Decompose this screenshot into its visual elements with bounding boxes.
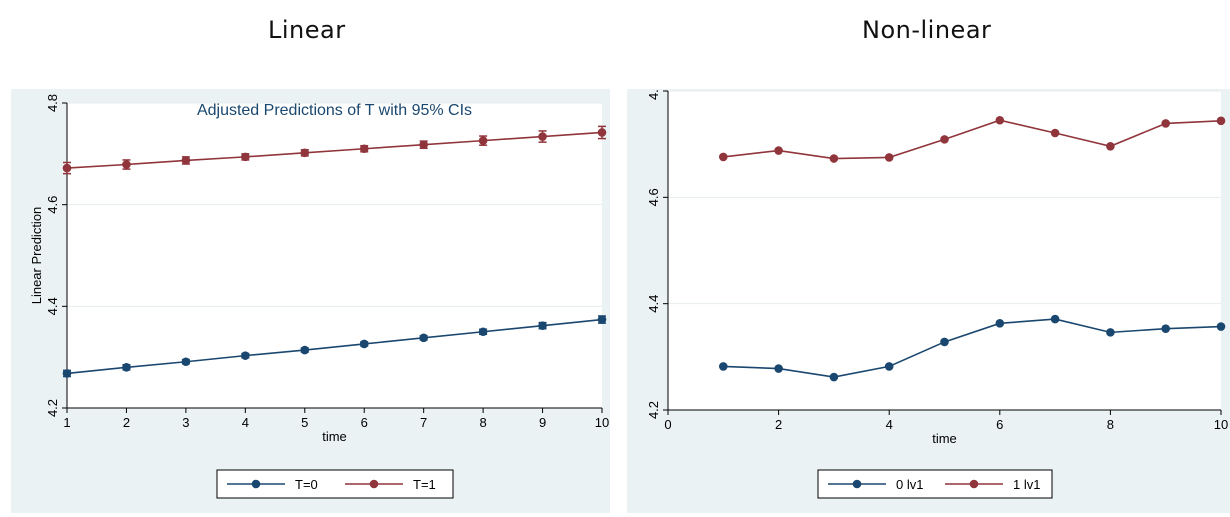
data-point bbox=[774, 364, 783, 373]
data-point bbox=[1161, 324, 1170, 333]
series-line bbox=[66, 318, 603, 375]
data-point bbox=[940, 135, 949, 144]
data-point bbox=[774, 146, 783, 155]
legend-label: 1 lv1 bbox=[1013, 477, 1040, 492]
data-point bbox=[241, 152, 250, 162]
legend-label: 0 lv1 bbox=[896, 477, 923, 492]
data-point bbox=[62, 163, 72, 173]
legend-label: T=1 bbox=[413, 477, 436, 492]
x-axis-label: time bbox=[322, 429, 347, 444]
x-tick-label: 6 bbox=[996, 417, 1003, 432]
data-point bbox=[359, 144, 369, 154]
data-point bbox=[829, 154, 839, 163]
chart-title: Adjusted Predictions of T with 95% CIs bbox=[197, 102, 472, 119]
nonlinear-chart: 4.2 4.4 4.6 4.8 0 2 4 6 8 10 time 0 lv1 1 lv1 bbox=[627, 82, 1230, 513]
data-point bbox=[419, 140, 428, 149]
x-tick-label: 2 bbox=[123, 415, 130, 430]
linear-chart: 4.2 4.4 4.6 4.8 1 2 3 4 5 6 7 8 9 10 time Linear Predic… bbox=[11, 89, 610, 513]
y-tick-label: 4.4 bbox=[45, 297, 60, 315]
x-tick-label: 4 bbox=[886, 417, 893, 432]
x-tick-label: 5 bbox=[301, 415, 308, 430]
x-tick-label: 6 bbox=[361, 415, 368, 430]
data-point bbox=[1106, 141, 1115, 151]
x-tick-label: 2 bbox=[775, 417, 782, 432]
y-axis-label: Linear Prediction bbox=[29, 207, 44, 305]
data-point bbox=[884, 153, 894, 162]
y-tick-label: 4.6 bbox=[45, 196, 60, 214]
y-tick-label: 4.6 bbox=[646, 188, 661, 206]
data-point bbox=[181, 357, 191, 367]
series-line bbox=[723, 119, 1222, 160]
panel-title-nonlinear: Non-linear bbox=[862, 16, 992, 44]
data-point bbox=[1161, 119, 1170, 128]
data-point bbox=[419, 333, 428, 343]
legend-label: T=0 bbox=[295, 477, 318, 492]
x-tick-label: 3 bbox=[182, 415, 189, 430]
data-point bbox=[181, 156, 191, 165]
x-tick-label: 8 bbox=[479, 415, 486, 430]
data-point bbox=[1106, 328, 1115, 337]
y-tick-label: 4.2 bbox=[45, 399, 60, 417]
data-point bbox=[995, 319, 1005, 328]
data-point bbox=[940, 337, 949, 347]
data-point bbox=[1216, 116, 1226, 126]
legend-marker bbox=[251, 479, 261, 489]
x-axis-label: time bbox=[932, 431, 957, 446]
series-line bbox=[723, 318, 1222, 378]
data-point bbox=[538, 132, 547, 141]
data-point bbox=[995, 115, 1005, 125]
data-point bbox=[1216, 322, 1226, 331]
data-point bbox=[62, 369, 72, 378]
y-tick-label: 4.2 bbox=[646, 401, 661, 419]
y-tick-label: 4.4 bbox=[646, 295, 661, 313]
data-point bbox=[597, 315, 607, 324]
data-point bbox=[1050, 128, 1060, 138]
data-point bbox=[884, 362, 894, 371]
data-point bbox=[300, 148, 310, 158]
data-point bbox=[1050, 314, 1060, 324]
legend-marker bbox=[969, 479, 979, 489]
x-tick-label: 1 bbox=[63, 415, 70, 430]
data-point bbox=[597, 128, 607, 137]
data-point bbox=[829, 372, 839, 382]
data-point bbox=[122, 160, 131, 169]
x-tick-label: 7 bbox=[420, 415, 427, 430]
legend-marker bbox=[369, 479, 379, 489]
data-point bbox=[300, 345, 310, 355]
linear-chart-svg: 4.2 4.4 4.6 4.8 1 2 3 4 5 6 7 8 9 10 time Linear Predic… bbox=[11, 89, 610, 513]
x-tick-label: 8 bbox=[1107, 417, 1114, 432]
data-point bbox=[478, 136, 488, 145]
y-tick-label: 4.8 bbox=[45, 94, 60, 112]
plot-area bbox=[668, 91, 1221, 410]
x-tick-label: 4 bbox=[242, 415, 249, 430]
data-point bbox=[719, 362, 728, 371]
plot-area bbox=[67, 103, 602, 408]
legend-marker bbox=[852, 479, 862, 489]
x-tick-label: 0 bbox=[664, 417, 671, 432]
data-point bbox=[478, 327, 488, 337]
data-point bbox=[122, 363, 131, 372]
x-tick-label: 9 bbox=[539, 415, 546, 430]
panel-title-linear: Linear bbox=[268, 16, 346, 44]
data-point bbox=[719, 152, 728, 162]
x-tick-label: 10 bbox=[595, 415, 609, 430]
data-point bbox=[241, 351, 250, 360]
y-tick-label: 4.8 bbox=[646, 89, 661, 100]
nonlinear-chart-svg: 4.2 4.4 4.6 4.8 0 2 4 6 8 10 time 0 lv1 1 lv1 bbox=[627, 82, 1230, 513]
data-point bbox=[538, 321, 547, 330]
series-line bbox=[66, 131, 603, 169]
x-tick-label: 10 bbox=[1214, 417, 1228, 432]
data-point bbox=[359, 339, 369, 349]
